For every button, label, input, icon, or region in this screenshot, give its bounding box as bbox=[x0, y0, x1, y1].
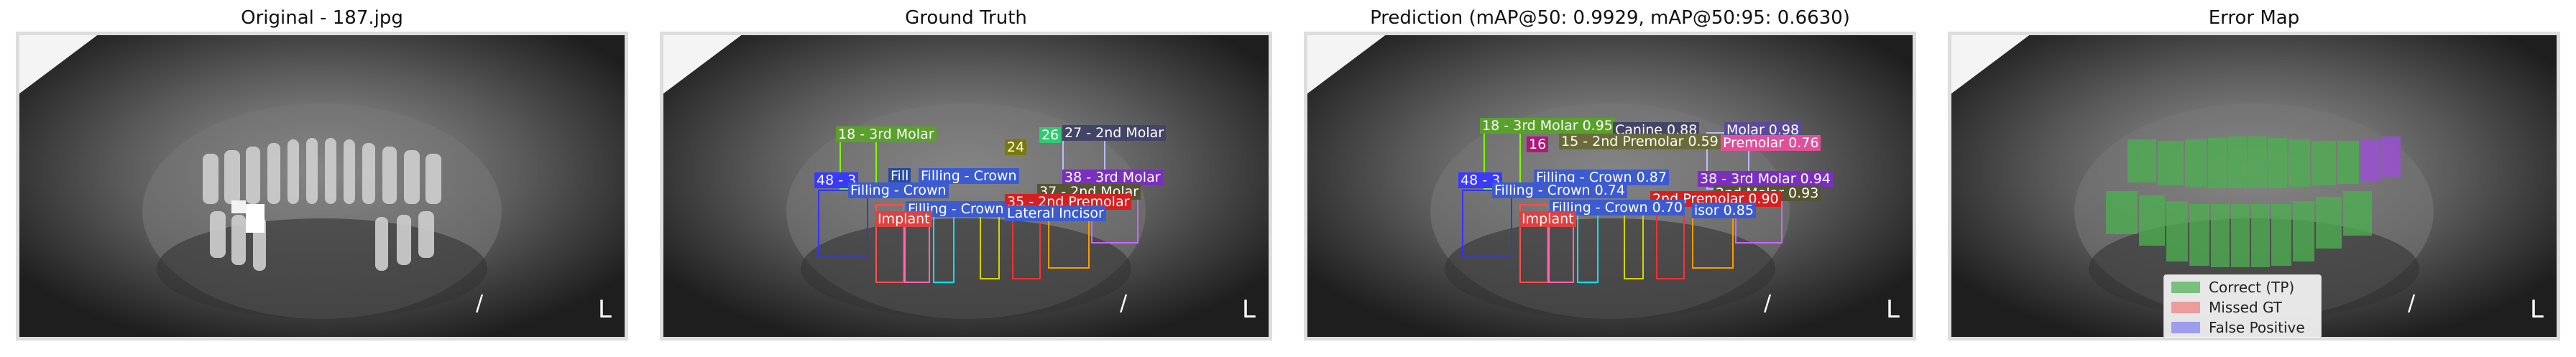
xray-image: / L 18 - 3rd Molar 0.95 Canine 0.88 Mola… bbox=[1304, 32, 1916, 340]
gt-label: 48 - 3 bbox=[814, 172, 859, 188]
gt-label: 24 bbox=[1005, 139, 1027, 155]
pred-label: 16 bbox=[1527, 136, 1549, 152]
pred-label: 15 - 2nd Premolar 0.59 bbox=[1559, 134, 1721, 149]
gt-box bbox=[980, 211, 1000, 279]
legend-swatch bbox=[2171, 302, 2200, 313]
pred-label: Implant bbox=[1519, 211, 1576, 227]
pred-box bbox=[1577, 211, 1598, 283]
legend-swatch bbox=[2171, 282, 2200, 293]
svg-text:/: / bbox=[476, 291, 484, 316]
pred-label: Filling - Crown 0.74 bbox=[1492, 182, 1627, 198]
pred-label: Filling - Crown 0.87 bbox=[1534, 170, 1669, 185]
panel-error-map: Error Map bbox=[1932, 0, 2576, 357]
pred-label: Premolar 0.76 bbox=[1721, 135, 1821, 151]
legend: Correct (TP) Missed GT False Positive bbox=[2163, 274, 2322, 339]
gt-box bbox=[818, 190, 868, 258]
legend-label: Missed GT bbox=[2209, 299, 2283, 316]
gt-label: Fill bbox=[888, 168, 911, 184]
svg-text:/: / bbox=[1764, 291, 1772, 316]
gt-label: Lateral Incisor bbox=[1005, 205, 1106, 221]
gt-label: 26 bbox=[1039, 127, 1062, 143]
pred-box bbox=[1519, 204, 1548, 283]
panel-title: Prediction (mAP@50: 0.9929, mAP@50:95: 0… bbox=[1370, 7, 1850, 29]
gt-label: 18 - 3rd Molar bbox=[836, 126, 937, 142]
gt-box bbox=[875, 204, 904, 283]
svg-text:L: L bbox=[1242, 295, 1256, 324]
legend-item-fn: Missed GT bbox=[2171, 298, 2282, 317]
xray-image: / L 18 - 3rd Molar 27 - 2nd Molar 26 24 … bbox=[660, 32, 1272, 340]
xray-graphic: / L bbox=[1948, 32, 2560, 340]
gt-box bbox=[933, 211, 954, 283]
legend-item-fp: False Positive bbox=[2171, 318, 2305, 337]
gt-label: Filling - Crown bbox=[848, 182, 949, 198]
xray-image: / L bbox=[16, 32, 628, 340]
panel-ground-truth: Ground Truth / L 18 - 3rd Molar 27 - 2n bbox=[644, 0, 1288, 357]
gt-label: 38 - 3rd Molar bbox=[1062, 170, 1163, 185]
legend-label: False Positive bbox=[2209, 319, 2305, 336]
panel-original: Original - 187.jpg bbox=[0, 0, 644, 357]
xray-graphic: / L bbox=[16, 32, 628, 340]
panel-title: Error Map bbox=[2208, 7, 2300, 29]
pred-label: 18 - 3rd Molar 0.95 bbox=[1480, 118, 1615, 134]
xray-graphic: / L bbox=[660, 32, 1272, 340]
xray-image: / L Correct (TP) Missed GT False Positiv… bbox=[1948, 32, 2560, 340]
panel-prediction: Prediction (mAP@50: 0.9929, mAP@50:95: 0… bbox=[1288, 0, 1932, 357]
panel-title: Ground Truth bbox=[905, 7, 1027, 29]
pred-label: 38 - 3rd Molar 0.94 bbox=[1698, 171, 1833, 187]
legend-swatch bbox=[2171, 322, 2200, 333]
svg-text:L: L bbox=[2530, 295, 2544, 324]
gt-label: Filling - Crown bbox=[919, 168, 1019, 184]
pred-box bbox=[1624, 211, 1644, 279]
gt-box bbox=[1012, 211, 1041, 279]
panel-title: Original - 187.jpg bbox=[241, 7, 403, 29]
svg-text:/: / bbox=[1120, 291, 1128, 316]
legend-label: Correct (TP) bbox=[2209, 279, 2295, 296]
pred-label: 48 - 3 bbox=[1458, 172, 1503, 188]
pred-box bbox=[1462, 190, 1512, 258]
legend-item-tp: Correct (TP) bbox=[2171, 278, 2294, 297]
pred-label: isor 0.85 bbox=[1692, 203, 1756, 218]
svg-text:/: / bbox=[2408, 291, 2416, 316]
pred-label: Molar 0.98 bbox=[1724, 122, 1802, 138]
pred-label: Filling - Crown 0.70 bbox=[1550, 200, 1685, 215]
svg-text:L: L bbox=[1886, 295, 1900, 324]
svg-text:L: L bbox=[598, 295, 612, 324]
pred-box bbox=[1656, 211, 1685, 279]
gt-label: 27 - 2nd Molar bbox=[1062, 125, 1167, 141]
gt-label: Implant bbox=[875, 211, 932, 227]
